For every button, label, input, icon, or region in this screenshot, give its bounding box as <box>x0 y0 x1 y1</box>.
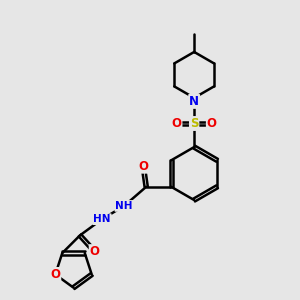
Text: N: N <box>189 95 199 108</box>
Text: NH: NH <box>116 201 133 211</box>
Text: O: O <box>50 268 60 281</box>
Text: O: O <box>90 245 100 258</box>
Text: O: O <box>138 160 148 173</box>
Text: O: O <box>172 117 182 130</box>
Text: HN: HN <box>93 214 111 224</box>
Text: O: O <box>207 117 217 130</box>
Text: S: S <box>190 117 198 130</box>
